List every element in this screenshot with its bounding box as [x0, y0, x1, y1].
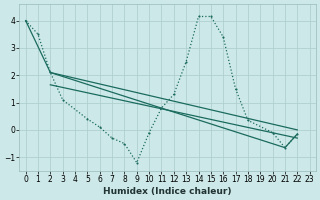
X-axis label: Humidex (Indice chaleur): Humidex (Indice chaleur) [103, 187, 232, 196]
